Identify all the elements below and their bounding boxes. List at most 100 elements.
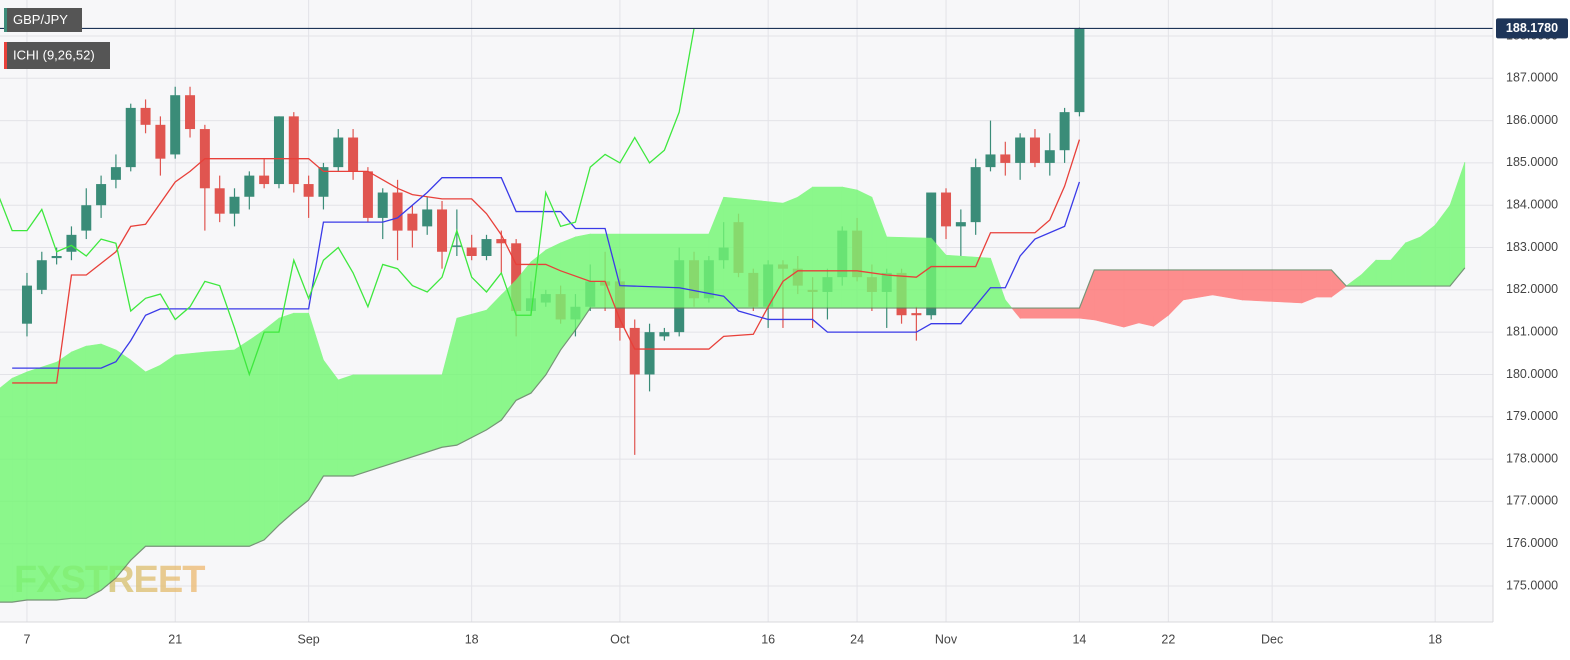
cloud-segment (263, 317, 280, 541)
cloud-segment (26, 361, 57, 601)
cloud-segment (1301, 269, 1317, 304)
candle-body (273, 116, 284, 185)
candle-body (466, 247, 477, 256)
candle-body (1074, 28, 1085, 113)
overlay: 175.0000 176.0000 177.0000 178.0000 179.0000… (0, 18, 1568, 646)
candle-body (214, 188, 225, 214)
x-tick-label: 18 (1428, 632, 1442, 646)
candle-body (644, 332, 655, 375)
y-tick-label: 181.0000 (1506, 324, 1558, 338)
cloud-segment (812, 186, 843, 309)
candle-body (81, 205, 92, 231)
x-tick-label: Oct (610, 632, 630, 646)
y-tick-label: 178.0000 (1506, 451, 1558, 465)
indicator-badge-bg (4, 42, 110, 69)
cloud-segment (1123, 269, 1140, 328)
cloud-segment (1316, 269, 1332, 298)
candle-body (496, 239, 507, 244)
cloud-segment (234, 339, 250, 547)
cloud-segment (174, 351, 206, 547)
candle-body (140, 107, 151, 125)
candle-body (66, 234, 77, 252)
cloud-segment (841, 186, 858, 309)
cloud-segment (753, 199, 784, 309)
ichimoku-cloud (0, 161, 1466, 603)
candle-body (392, 192, 403, 231)
cloud-segment (249, 329, 265, 547)
x-tick-label: Dec (1261, 632, 1283, 646)
candle-body (36, 260, 47, 290)
candle-body (955, 222, 966, 227)
candle-body (185, 95, 196, 130)
candle-body (1029, 137, 1040, 163)
candle-body (377, 192, 388, 218)
cloud-segment (1182, 269, 1214, 301)
candle-body (1059, 112, 1070, 151)
candle-body (229, 196, 240, 214)
candle-body (110, 167, 121, 180)
candle-body (170, 95, 181, 155)
cloud-segment (1093, 269, 1125, 328)
cloud-segment (486, 294, 502, 431)
cloud-segment (145, 364, 161, 547)
symbol-badge: GBP/JPY (4, 8, 82, 32)
cloud-segment (1375, 259, 1392, 287)
y-tick-label: 180.0000 (1506, 367, 1558, 381)
candle-body (511, 243, 522, 311)
cloud-segment (0, 377, 13, 603)
cloud-segment (1138, 269, 1154, 327)
candle-body (985, 154, 996, 168)
cloud-segment (100, 343, 117, 591)
x-tick-label: Nov (935, 632, 958, 646)
candle-body (348, 137, 359, 172)
y-tick-label: 177.0000 (1506, 494, 1558, 508)
cloud-segment (886, 236, 932, 309)
x-tick-label: 24 (850, 632, 864, 646)
candle-body (244, 175, 255, 197)
x-tick-label: Sep (297, 632, 319, 646)
candle-body (1044, 150, 1055, 163)
candle-body (407, 213, 418, 231)
candle-body (96, 184, 107, 206)
cloud-segment (1212, 269, 1243, 301)
cloud-segment (337, 374, 354, 477)
x-tick-label: 18 (465, 632, 479, 646)
symbol-badge-accent (4, 8, 7, 32)
indicator-line (12, 139, 1081, 384)
candle-body (259, 175, 270, 185)
ichimoku-lines (0, 28, 1081, 384)
x-tick-label: 21 (168, 632, 182, 646)
span-b-line (0, 267, 1466, 603)
cloud-segment (797, 186, 813, 309)
candle-body (941, 192, 952, 227)
x-tick-label: 16 (761, 632, 775, 646)
cloud-segment (323, 359, 339, 477)
y-tick-label: 185.0000 (1506, 155, 1558, 169)
price-label-bg (1496, 18, 1568, 39)
y-tick-label: 187.0000 (1506, 71, 1558, 85)
candle-body (1015, 137, 1026, 163)
cloud-segment (71, 345, 87, 599)
x-tick-label: 14 (1072, 632, 1086, 646)
y-tick-label: 175.0000 (1506, 578, 1558, 592)
cloud-segment (1019, 307, 1080, 319)
x-tick-label: 22 (1161, 632, 1175, 646)
indicator-line (0, 28, 695, 377)
indicator-badge-accent (4, 42, 7, 69)
y-tick-label: 183.0000 (1506, 240, 1558, 254)
price-label: 188.1780 (1506, 21, 1558, 35)
candle-body (451, 245, 462, 247)
candle-body (481, 239, 492, 256)
candle-body (437, 209, 448, 252)
cloud-segment (589, 233, 710, 309)
cloud-segment (204, 349, 235, 547)
x-tick-label: 7 (24, 632, 31, 646)
y-tick-label: 176.0000 (1506, 536, 1558, 550)
candle-body (1000, 154, 1011, 163)
y-tick-label: 186.0000 (1506, 113, 1558, 127)
cloud-segment (515, 261, 532, 401)
candle-body (362, 171, 373, 218)
candle-body (303, 184, 314, 197)
